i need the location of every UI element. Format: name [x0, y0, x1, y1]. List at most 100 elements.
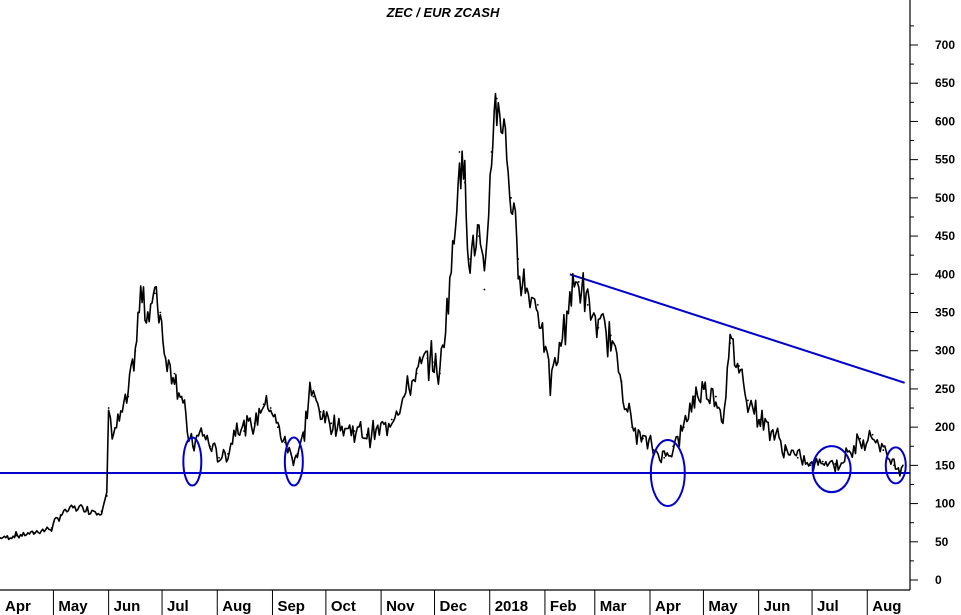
data-point [59, 514, 62, 516]
support-touch-circle [884, 446, 907, 485]
data-point [641, 437, 644, 440]
data-point [262, 403, 265, 406]
data-point [107, 407, 110, 409]
data-point [15, 534, 17, 537]
data-point [431, 361, 434, 364]
data-point [200, 430, 203, 432]
x-tick-label: Mar [600, 598, 627, 615]
data-point [193, 445, 196, 448]
data-point [308, 388, 311, 390]
data-point [729, 342, 732, 344]
data-point [672, 445, 675, 448]
data-point [809, 464, 812, 467]
data-point [243, 430, 245, 432]
data-point [568, 296, 571, 299]
y-tick-label: 100 [935, 497, 955, 511]
data-point [105, 495, 108, 497]
x-tick-label: Jul [817, 598, 839, 615]
x-tick-label: Nov [386, 598, 415, 615]
x-tick-label: 2018 [495, 598, 528, 615]
x-tick-label: Jun [114, 598, 141, 615]
data-point [517, 258, 520, 260]
x-tick-label: Oct [331, 598, 356, 615]
data-point [365, 433, 368, 436]
data-point [469, 258, 472, 260]
data-point [503, 120, 505, 123]
data-point [901, 464, 904, 467]
x-tick-label: Aug [222, 598, 251, 615]
data-point [631, 426, 634, 429]
data-point [118, 418, 121, 421]
data-point [164, 357, 167, 360]
support-touch-circle [182, 436, 203, 487]
data-point [483, 288, 486, 291]
y-tick-label: 550 [935, 153, 955, 167]
x-tick-label: Dec [440, 598, 468, 615]
data-point [32, 531, 35, 534]
data-point [663, 456, 666, 459]
data-point [127, 395, 130, 398]
x-tick-label: May [708, 598, 738, 615]
data-point [586, 303, 589, 306]
data-point [284, 441, 286, 444]
data-point [882, 449, 885, 451]
data-point [291, 456, 293, 459]
data-point [597, 326, 600, 329]
data-point [303, 430, 306, 432]
data-point [446, 303, 448, 306]
data-point [652, 449, 655, 451]
y-tick-label: 600 [935, 114, 955, 128]
data-point [738, 365, 740, 367]
data-point [796, 456, 799, 459]
data-point [549, 380, 552, 383]
support-touch-circle [649, 439, 686, 507]
y-tick-label: 250 [935, 382, 955, 396]
price-series-line [0, 92, 904, 541]
data-point [859, 437, 862, 440]
data-point [495, 97, 498, 100]
y-tick-label: 400 [935, 267, 955, 281]
data-point [134, 349, 137, 352]
data-point [154, 292, 156, 295]
x-tick-label: Apr [655, 598, 681, 615]
data-point [0, 537, 1, 539]
data-point [771, 430, 774, 432]
y-tick-label: 450 [935, 229, 955, 243]
x-tick-label: May [58, 598, 88, 615]
data-point [453, 242, 456, 245]
x-tick-label: Jun [764, 598, 791, 615]
y-tick-label: 50 [935, 535, 949, 549]
data-point [72, 506, 74, 509]
data-point [173, 372, 176, 375]
data-point [159, 311, 162, 314]
data-point [463, 181, 466, 184]
x-tick-label: Sep [277, 598, 305, 615]
data-point [714, 395, 717, 398]
data-point [269, 407, 272, 409]
data-point [378, 430, 381, 432]
x-tick-label: Aug [872, 598, 901, 615]
data-point [218, 456, 220, 459]
y-tick-label: 300 [935, 344, 955, 358]
data-point [50, 527, 53, 529]
support-touch-circle [811, 445, 852, 494]
data-point [353, 430, 356, 432]
x-tick-label: Apr [5, 598, 31, 615]
data-point [620, 380, 623, 383]
data-point [510, 196, 512, 199]
y-tick-label: 0 [935, 573, 942, 587]
data-point [893, 464, 895, 467]
chart-title: ZEC / EUR ZCASH [386, 5, 500, 20]
data-point [490, 151, 493, 153]
data-point [704, 388, 707, 390]
data-point [139, 296, 142, 299]
data-point [227, 452, 229, 455]
data-point [536, 303, 539, 306]
x-tick-label: Jul [167, 598, 189, 615]
data-point [146, 311, 149, 314]
data-point [209, 445, 212, 448]
data-point [330, 422, 333, 425]
data-point [784, 449, 787, 451]
data-point [722, 418, 724, 421]
